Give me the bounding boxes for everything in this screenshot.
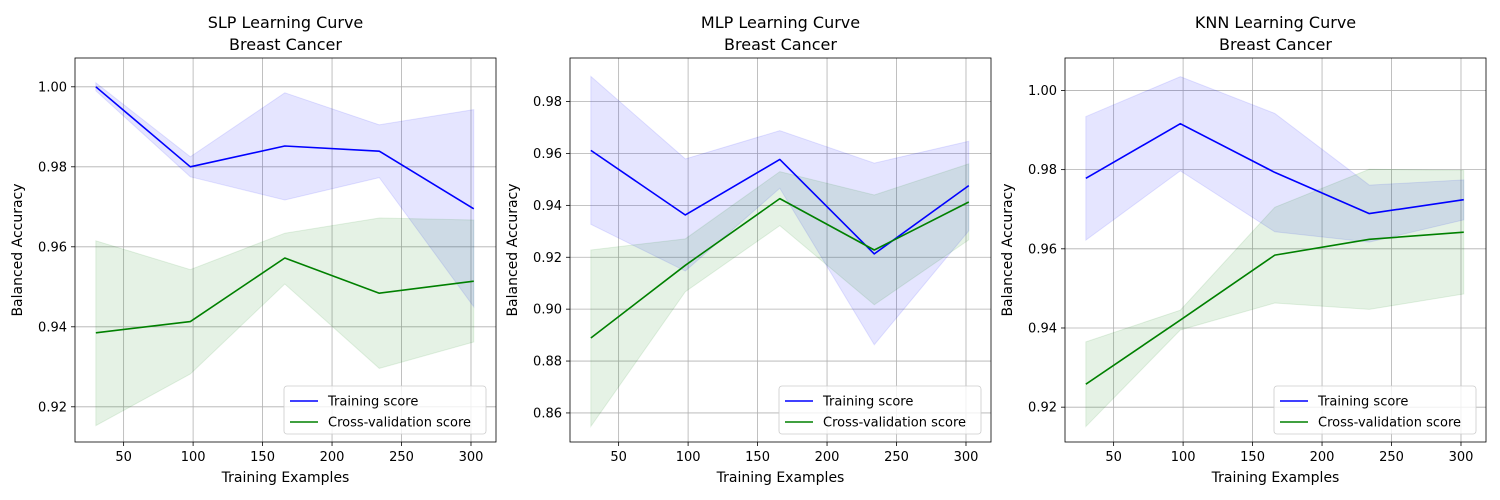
- chart-subtitle: Breast Cancer: [724, 35, 837, 54]
- y-tick-label: 0.92: [1028, 401, 1057, 416]
- x-tick-label: 150: [745, 450, 770, 465]
- confidence-band: [590, 163, 970, 429]
- axes-frame: [74, 57, 497, 443]
- legend-label: Training score: [822, 395, 913, 410]
- x-tick-label: 150: [1240, 450, 1265, 465]
- x-axis-label: Training Examples: [716, 470, 845, 486]
- y-tick-label: 0.94: [533, 199, 562, 214]
- confidence-band: [95, 81, 475, 309]
- axes-frame: [1064, 57, 1487, 443]
- chart-title: KNN Learning Curve: [1195, 13, 1356, 32]
- y-tick-label: 1.00: [38, 80, 67, 95]
- y-axis-label: Balanced Accuracy: [505, 183, 521, 316]
- x-tick-label: 300: [1449, 450, 1474, 465]
- x-tick-label: 300: [459, 450, 484, 465]
- y-tick-label: 0.94: [38, 320, 67, 335]
- x-tick-label: 200: [320, 450, 345, 465]
- legend: Training score Cross-validation score: [283, 385, 487, 435]
- confidence-band: [590, 75, 970, 346]
- confidence-band: [1085, 76, 1465, 243]
- x-tick-label: 250: [1379, 450, 1404, 465]
- x-tick-label: 250: [389, 450, 414, 465]
- y-tick-label: 0.96: [1028, 242, 1057, 257]
- legend-box: [1273, 385, 1477, 435]
- y-tick-label: 0.86: [533, 406, 562, 421]
- chart-panel-3: 50 100 150 200 250 300 0.92 0.94 0.96 0.98 1.00 KNN…: [1000, 13, 1487, 486]
- x-axis-label: Training Examples: [221, 470, 350, 486]
- legend-label: Training score: [1317, 395, 1408, 410]
- legend-box: [778, 385, 982, 435]
- chart-subtitle: Breast Cancer: [1219, 35, 1332, 54]
- y-tick-label: 0.98: [533, 95, 562, 110]
- y-tick-label: 0.94: [1028, 321, 1057, 336]
- chart-subtitle: Breast Cancer: [229, 35, 342, 54]
- y-tick-label: 0.92: [533, 251, 562, 266]
- y-axis-label: Balanced Accuracy: [10, 183, 26, 316]
- chart-panel-1: 50 100 150 200 250 300 0.92 0.94 0.96 0.98 1.00 SLP…: [10, 13, 497, 486]
- x-tick-label: 300: [954, 450, 979, 465]
- x-tick-label: 50: [1105, 450, 1122, 465]
- y-tick-label: 0.98: [38, 160, 67, 175]
- series-line-training: [1085, 122, 1464, 215]
- series-line-cross-validation: [590, 197, 970, 339]
- legend-label: Training score: [327, 395, 418, 410]
- legend-label: Cross-validation score: [328, 416, 471, 431]
- confidence-band: [1085, 168, 1465, 428]
- x-tick-label: 150: [250, 450, 275, 465]
- x-tick-label: 200: [815, 450, 840, 465]
- axes-frame: [569, 57, 992, 443]
- x-tick-label: 250: [884, 450, 909, 465]
- series-line-training: [590, 149, 970, 255]
- y-tick-label: 0.88: [533, 355, 562, 370]
- x-tick-label: 100: [1171, 450, 1196, 465]
- series-line-cross-validation: [95, 257, 474, 334]
- y-tick-label: 0.92: [38, 400, 67, 415]
- chart-title: MLP Learning Curve: [701, 13, 860, 32]
- x-axis-label: Training Examples: [1211, 470, 1340, 486]
- legend-box: [283, 385, 487, 435]
- x-tick-label: 100: [181, 450, 206, 465]
- x-tick-label: 200: [1310, 450, 1335, 465]
- legend-label: Cross-validation score: [1318, 416, 1461, 431]
- y-tick-label: 0.98: [1028, 163, 1057, 178]
- y-tick-label: 0.90: [533, 303, 562, 318]
- legend: Training score Cross-validation score: [778, 385, 982, 435]
- y-tick-label: 1.00: [1028, 84, 1057, 99]
- confidence-band: [95, 217, 475, 427]
- chart-panel-2: 50 100 150 200 250 300 0.86 0.88 0.90 0.92 0.94 0.9…: [505, 13, 992, 486]
- y-tick-label: 0.96: [38, 240, 67, 255]
- y-tick-label: 0.96: [533, 147, 562, 162]
- series-line-training: [95, 86, 475, 210]
- chart-title: SLP Learning Curve: [208, 13, 364, 32]
- x-tick-label: 100: [676, 450, 701, 465]
- x-tick-label: 50: [610, 450, 627, 465]
- legend-label: Cross-validation score: [823, 416, 966, 431]
- legend: Training score Cross-validation score: [1273, 385, 1477, 435]
- y-axis-label: Balanced Accuracy: [1000, 183, 1016, 316]
- x-tick-label: 50: [115, 450, 132, 465]
- series-line-cross-validation: [1085, 231, 1464, 385]
